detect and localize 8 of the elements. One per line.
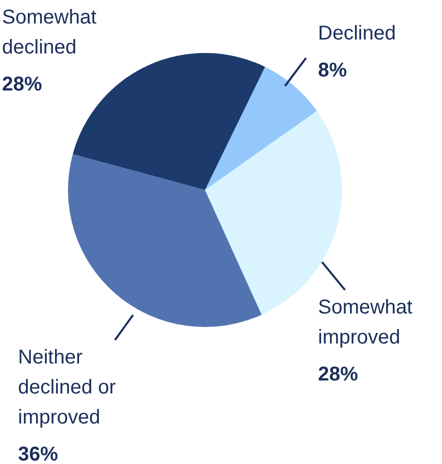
data-label: 8% [318,60,348,82]
data-label: 36% [18,444,58,464]
slice-label: Declined [318,22,396,45]
slice-label: Somewhat improved [318,296,413,349]
data-label: 28% [2,74,42,96]
data-label: 28% [318,364,358,386]
slice-label: Neither declined or improved [18,346,116,429]
slice-label: Somewhat declined [2,6,97,59]
